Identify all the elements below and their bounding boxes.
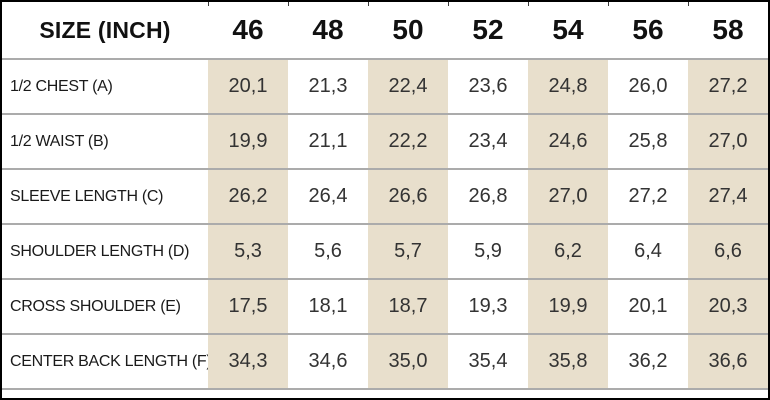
size-column-header-56: 56 (608, 2, 688, 58)
size-value-cell: 19,9 (528, 280, 608, 333)
table-row-shoulder-length: SHOULDER LENGTH (D) 5,3 5,6 5,7 5,9 6,2 … (2, 225, 768, 280)
table-row-half-chest: 1/2 CHEST (A) 20,1 21,3 22,4 23,6 24,8 2… (2, 60, 768, 115)
size-value-cell: 27,0 (528, 170, 608, 223)
size-value-cell: 17,5 (208, 280, 288, 333)
column-divider-tick (448, 2, 449, 6)
size-value-cell: 23,6 (468, 75, 508, 97)
size-value-cell: 5,3 (208, 225, 288, 278)
column-divider-tick (608, 2, 609, 6)
size-value-cell: 25,8 (628, 130, 668, 152)
column-divider-tick (208, 2, 209, 6)
row-label: CENTER BACK LENGTH (F) (2, 335, 212, 388)
size-value-cell: 35,4 (468, 350, 508, 372)
size-value-cell: 27,0 (688, 115, 768, 168)
row-label: 1/2 CHEST (A) (2, 60, 208, 113)
size-column-header-46: 46 (208, 2, 288, 58)
size-value-cell: 26,6 (368, 170, 448, 223)
table-row-center-back-length: CENTER BACK LENGTH (F) 34,3 34,6 35,0 35… (2, 335, 768, 390)
size-value-cell: 35,0 (368, 335, 448, 388)
size-value-cell: 22,2 (368, 115, 448, 168)
size-value-cell: 26,4 (308, 185, 348, 207)
size-value-cell: 27,4 (688, 170, 768, 223)
size-value-cell: 24,6 (528, 115, 608, 168)
size-value-cell: 26,2 (208, 170, 288, 223)
size-value-cell: 5,6 (314, 240, 342, 262)
size-value-cell: 34,3 (208, 335, 288, 388)
size-value-cell: 6,6 (688, 225, 768, 278)
table-row-sleeve-length: SLEEVE LENGTH (C) 26,2 26,4 26,6 26,8 27… (2, 170, 768, 225)
row-label: SHOULDER LENGTH (D) (2, 225, 208, 278)
size-column-header-48: 48 (288, 2, 368, 58)
table-header-row: SIZE (INCH) 46 48 50 52 54 56 58 (2, 2, 768, 60)
size-value-cell: 27,2 (688, 60, 768, 113)
size-value-cell: 21,1 (308, 130, 348, 152)
size-value-cell: 20,1 (208, 60, 288, 113)
size-value-cell: 26,8 (468, 185, 508, 207)
size-value-cell: 22,4 (368, 60, 448, 113)
row-label: 1/2 WAIST (B) (2, 115, 208, 168)
row-label: SLEEVE LENGTH (C) (2, 170, 208, 223)
column-divider-tick (528, 2, 529, 6)
row-label: CROSS SHOULDER (E) (2, 280, 208, 333)
size-value-cell: 36,2 (628, 350, 668, 372)
size-value-cell: 20,3 (688, 280, 768, 333)
table-row-half-waist: 1/2 WAIST (B) 19,9 21,1 22,2 23,4 24,6 2… (2, 115, 768, 170)
table-row-cross-shoulder: CROSS SHOULDER (E) 17,5 18,1 18,7 19,3 1… (2, 280, 768, 335)
size-value-cell: 24,8 (528, 60, 608, 113)
size-value-cell: 18,1 (308, 295, 348, 317)
size-value-cell: 18,7 (368, 280, 448, 333)
size-value-cell: 5,9 (474, 240, 502, 262)
size-column-header-54: 54 (528, 2, 608, 58)
size-value-cell: 19,3 (468, 295, 508, 317)
size-unit-header: SIZE (INCH) (2, 2, 208, 58)
size-value-cell: 5,7 (368, 225, 448, 278)
size-column-header-58: 58 (688, 2, 768, 58)
size-column-header-50: 50 (368, 2, 448, 58)
size-value-cell: 6,4 (634, 240, 662, 262)
size-value-cell: 23,4 (468, 130, 508, 152)
size-value-cell: 27,2 (628, 185, 668, 207)
size-column-header-52: 52 (448, 2, 528, 58)
size-value-cell: 6,2 (528, 225, 608, 278)
size-value-cell: 26,0 (628, 75, 668, 97)
size-value-cell: 20,1 (628, 295, 668, 317)
column-divider-tick (368, 2, 369, 6)
size-value-cell: 21,3 (308, 75, 348, 97)
size-value-cell: 34,6 (308, 350, 348, 372)
size-value-cell: 19,9 (208, 115, 288, 168)
size-value-cell: 36,6 (688, 335, 768, 388)
column-divider-tick (288, 2, 289, 6)
column-divider-tick (688, 2, 689, 6)
size-value-cell: 35,8 (528, 335, 608, 388)
